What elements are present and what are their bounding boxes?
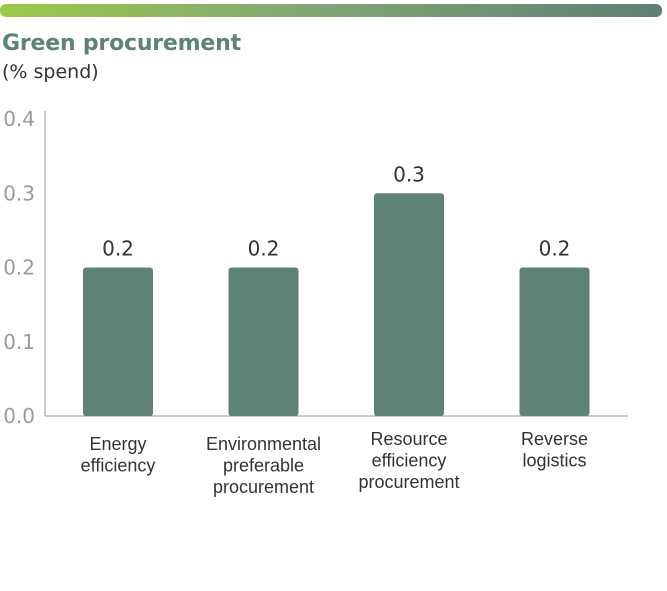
bar <box>228 267 299 416</box>
value-labels-group: 0.2 0.2 0.3 0.2 <box>102 162 570 260</box>
y-tick-label: 0.0 <box>3 404 35 428</box>
header-accent-bar <box>0 4 662 17</box>
x-tick-label: preferable <box>223 456 304 476</box>
bar <box>519 267 590 416</box>
category-labels-group: EnergyefficiencyEnvironmentalpreferablep… <box>81 429 588 497</box>
y-tick-label: 0.2 <box>3 256 35 280</box>
data-label: 0.2 <box>248 237 280 261</box>
x-tick-label: Reverse <box>521 429 588 449</box>
x-tick-label: efficiency <box>81 456 156 476</box>
data-label: 0.2 <box>102 237 134 261</box>
y-tick-label: 0.4 <box>3 107 35 131</box>
y-tick-label: 0.1 <box>3 330 35 354</box>
bar <box>83 267 153 416</box>
x-tick-label: Environmental <box>206 434 321 454</box>
x-tick-label: procurement <box>213 477 314 497</box>
x-tick-label: logistics <box>522 451 586 471</box>
chart-subtitle: (% spend) <box>2 61 99 83</box>
data-label: 0.3 <box>393 162 425 186</box>
bars-group <box>83 193 590 416</box>
y-tick-label: 0.3 <box>3 181 35 205</box>
data-label: 0.2 <box>539 237 571 261</box>
x-tick-label: Resource <box>370 429 447 449</box>
chart-title: Green procurement <box>2 31 241 56</box>
x-tick-label: procurement <box>358 472 459 492</box>
bar <box>374 193 444 416</box>
x-tick-label: efficiency <box>372 451 447 471</box>
x-tick-label: Energy <box>89 434 146 454</box>
y-axis-ticks: 0.0 0.1 0.2 0.3 0.4 <box>3 107 35 428</box>
